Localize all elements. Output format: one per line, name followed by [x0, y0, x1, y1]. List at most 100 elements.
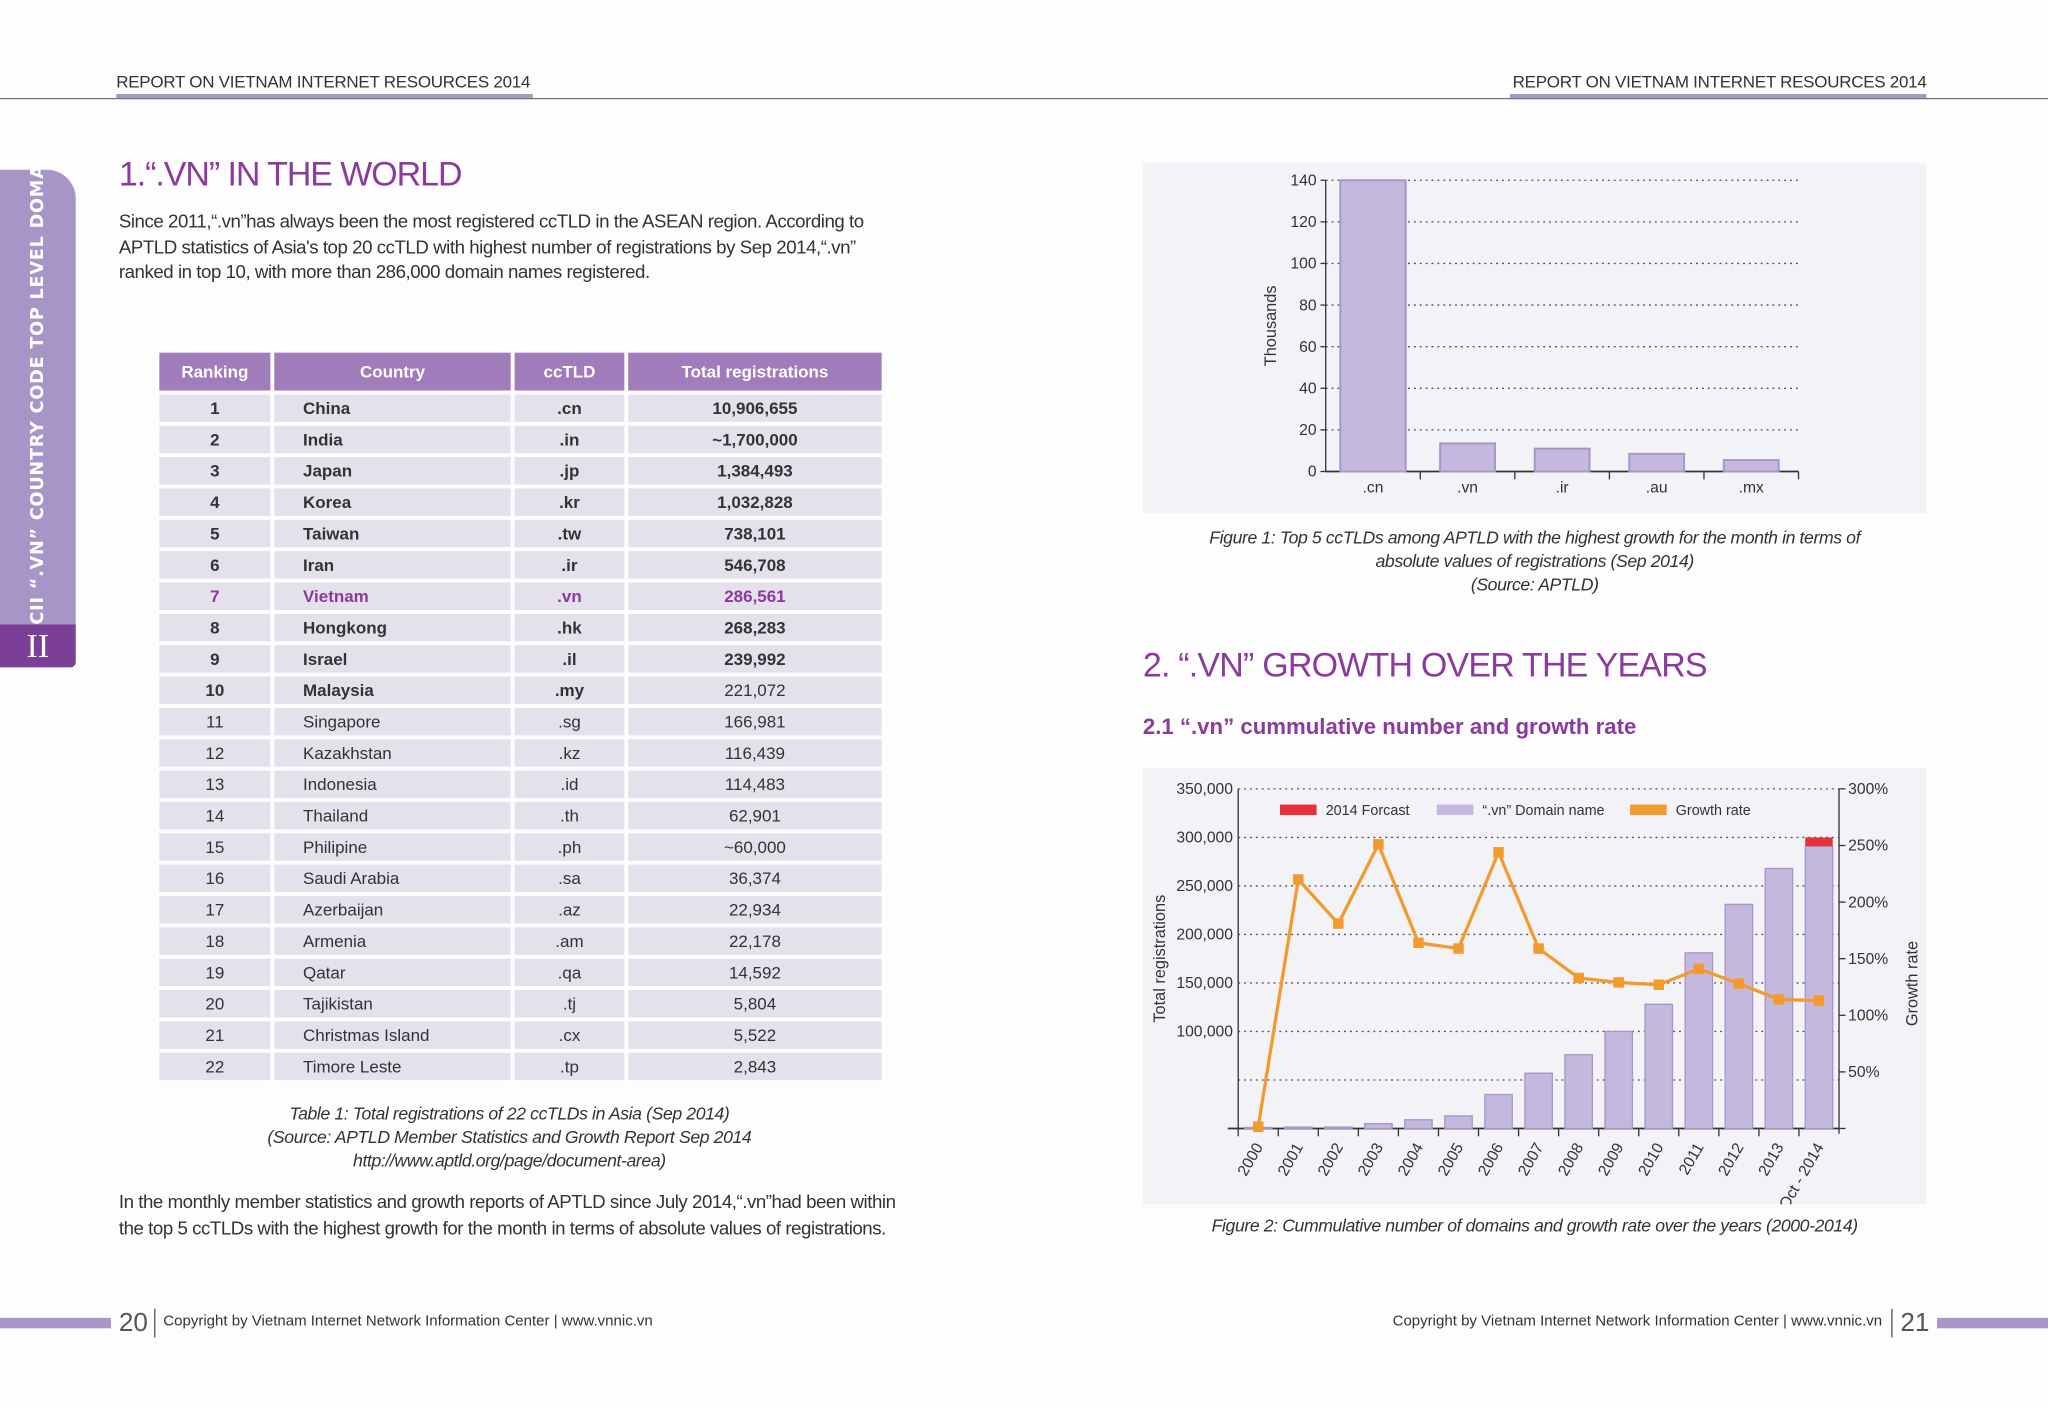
- cell-cctld: .id: [514, 770, 625, 799]
- x-tick-label: 2003: [1355, 1140, 1387, 1179]
- header-left-underline: [116, 94, 533, 98]
- cell-total: 1,384,493: [628, 457, 882, 485]
- growth-point: [1293, 874, 1304, 885]
- legend-label: “.vn” Domain name: [1482, 803, 1604, 819]
- cell-cctld: .in: [514, 425, 625, 454]
- bar-au: [1628, 452, 1686, 473]
- cell-country: China: [274, 394, 511, 422]
- bar-vn: [1439, 442, 1496, 473]
- figure2-caption: Figure 2: Cummulative number of domains …: [1211, 1215, 1858, 1236]
- col-cctld: ccTLD: [514, 352, 625, 391]
- growth-point: [1493, 847, 1504, 858]
- y2-axis-title: Growth rate: [1903, 941, 1921, 1026]
- bar-domain-9: [1604, 1030, 1634, 1130]
- page-number-left: 20: [118, 1308, 148, 1338]
- cell-total: 286,561: [628, 582, 882, 610]
- y2-tick-label: 50%: [1848, 1064, 1879, 1081]
- cell-country: Saudi Arabia: [274, 864, 511, 893]
- table-caption-link[interactable]: http://www.aptld.org/page/document-area): [353, 1150, 666, 1171]
- cell-country: Azerbaijan: [274, 895, 511, 924]
- cell-ranking: 17: [159, 895, 271, 924]
- y-tick-label: 100: [1290, 256, 1316, 273]
- cell-country: Timore Leste: [274, 1052, 511, 1081]
- cell-total: 5,804: [628, 990, 882, 1018]
- cell-country: Armenia: [274, 927, 511, 955]
- y-tick-label: 150,000: [1176, 975, 1233, 992]
- cell-cctld: .hk: [514, 613, 625, 642]
- chapter-side-tab: [0, 169, 76, 625]
- x-tick-label: 2001: [1275, 1140, 1307, 1179]
- cell-total: 62,901: [628, 801, 882, 830]
- cell-ranking: 20: [159, 990, 271, 1018]
- y-tick-label: 40: [1299, 381, 1317, 398]
- cell-country: Philipine: [274, 833, 511, 861]
- cell-ranking: 8: [159, 613, 271, 642]
- y-tick-label: 140: [1290, 172, 1316, 189]
- table-row: 12 Kazakhstan .kz 116,439: [159, 739, 882, 767]
- x-tick-label: 2002: [1315, 1140, 1347, 1179]
- cell-cctld: .cn: [514, 394, 625, 422]
- table-row: 15 Philipine .ph ~60,000: [159, 833, 882, 861]
- table-row: 2 India .in ~1,700,000: [159, 425, 882, 454]
- table-row: 1 China .cn 10,906,655: [159, 394, 882, 422]
- cell-cctld: .tp: [514, 1052, 625, 1081]
- growth-point: [1693, 963, 1705, 975]
- table-row: 7 Vietnam .vn 286,561: [159, 582, 882, 610]
- cell-total: ~60,000: [628, 833, 882, 861]
- bar-forecast: [1805, 837, 1833, 847]
- cell-cctld: .tw: [514, 519, 625, 548]
- figure1-caption-line: (Source: APTLD): [1470, 574, 1599, 595]
- x-tick-label: 2013: [1755, 1140, 1787, 1179]
- y-tick-label: 120: [1290, 214, 1316, 231]
- table-row: 14 Thailand .th 62,901: [159, 801, 882, 830]
- cell-ranking: 11: [159, 707, 271, 736]
- x-tick-label: 2000: [1235, 1140, 1267, 1179]
- growth-point: [1413, 937, 1424, 949]
- table-row: 11 Singapore .sg 166,981: [159, 707, 882, 736]
- cell-cctld: .vn: [514, 582, 625, 610]
- legend-swatch: [1436, 804, 1474, 816]
- section2-subtitle: 2.1 “.vn” cummulative number and growth …: [1142, 714, 1637, 740]
- y-axis-title: Total registrations: [1151, 895, 1169, 1023]
- cell-country: Japan: [274, 457, 511, 485]
- bar-domain-8: [1564, 1054, 1594, 1130]
- cell-ranking: 14: [159, 801, 271, 830]
- y2-tick-label: 150%: [1848, 951, 1888, 968]
- table-row: 17 Azerbaijan .az 22,934: [159, 895, 882, 924]
- cell-country: Thailand: [274, 801, 511, 830]
- growth-point: [1613, 977, 1624, 988]
- figure1-caption-line: absolute values of registrations (Sep 20…: [1375, 551, 1694, 571]
- cell-ranking: 9: [159, 645, 271, 673]
- growth-point: [1813, 995, 1825, 1006]
- cell-cctld: .az: [514, 895, 625, 924]
- bar-domain-14: [1804, 845, 1834, 1130]
- growth-point: [1733, 978, 1745, 989]
- cell-cctld: .th: [514, 801, 625, 830]
- table-row: 10 Malaysia .my 221,072: [159, 676, 882, 704]
- footer-left-bar: [0, 1317, 112, 1329]
- cell-ranking: 7: [159, 582, 271, 610]
- table-row: 20 Tajikistan .tj 5,804: [159, 990, 882, 1018]
- section1-intro: Since 2011,“.vn”has always been the most…: [118, 211, 864, 284]
- x-tick-label: 2008: [1555, 1140, 1587, 1179]
- section2-title: 2. “.VN” GROWTH OVER THE YEARS: [1142, 645, 1708, 685]
- cell-total: 14,592: [628, 958, 882, 987]
- figure1-chart: 0 20 40 60 80 100 120 140 .cn .vn .ir .au .mx Thousan…: [1262, 172, 1800, 496]
- cell-country: Christmas Island: [274, 1021, 511, 1049]
- table-row: 19 Qatar .qa 14,592: [159, 958, 882, 987]
- table-header-row: Ranking Country ccTLD Total registration…: [159, 352, 882, 391]
- cell-country: Singapore: [274, 707, 511, 736]
- y2-tick-label: 300%: [1848, 781, 1888, 798]
- table-row: 8 Hongkong .hk 268,283: [159, 613, 882, 642]
- legend-swatch: [1630, 804, 1667, 816]
- cell-ranking: 2: [159, 425, 271, 454]
- section1-closing: In the monthly member statistics and gro…: [118, 1192, 896, 1239]
- footer-divider: [154, 1308, 156, 1338]
- header-right-underline: [1509, 94, 1927, 98]
- growth-point: [1533, 943, 1544, 954]
- cell-country: Hongkong: [274, 613, 511, 642]
- cell-total: 114,483: [628, 770, 882, 799]
- cell-ranking: 19: [159, 958, 271, 987]
- x-tick-label: .mx: [1739, 479, 1764, 496]
- cell-country: Kazakhstan: [274, 739, 511, 767]
